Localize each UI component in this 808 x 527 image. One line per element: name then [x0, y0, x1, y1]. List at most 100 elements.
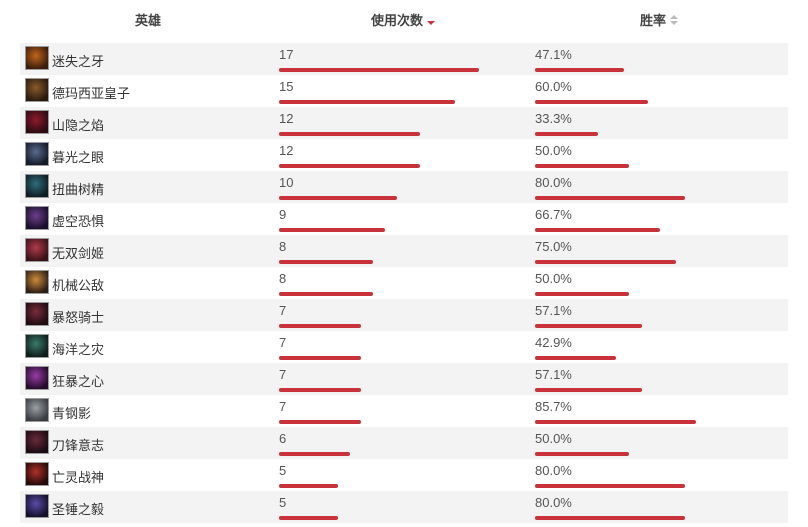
winrate-bar — [535, 420, 696, 424]
uses-value: 12 — [279, 143, 294, 158]
table-row[interactable]: 海洋之灾 7 42.9% — [20, 331, 788, 363]
champion-avatar-icon[interactable] — [25, 302, 49, 326]
header-winrate-sort[interactable]: 胜率 — [640, 10, 679, 29]
winrate-bar — [535, 452, 629, 456]
champion-avatar-icon[interactable] — [25, 238, 49, 262]
winrate-value: 80.0% — [535, 495, 572, 510]
champion-avatar-icon[interactable] — [25, 46, 49, 70]
winrate-value: 50.0% — [535, 271, 572, 286]
header-hero-label: 英雄 — [135, 13, 162, 28]
uses-bar — [279, 260, 373, 264]
champion-avatar-icon[interactable] — [25, 206, 49, 230]
table-row[interactable]: 圣锤之毅 5 80.0% — [20, 491, 788, 523]
champion-avatar-icon[interactable] — [25, 494, 49, 518]
champion-name[interactable]: 亡灵战神 — [52, 470, 105, 485]
uses-value: 7 — [279, 367, 287, 382]
winrate-bar — [535, 164, 629, 168]
uses-value: 6 — [279, 431, 287, 446]
uses-value: 8 — [279, 271, 287, 286]
winrate-bar — [535, 100, 648, 104]
winrate-bar — [535, 260, 676, 264]
champion-name[interactable]: 暮光之眼 — [52, 150, 105, 165]
uses-bar — [279, 292, 373, 296]
winrate-bar — [535, 68, 624, 72]
uses-bar — [279, 132, 420, 136]
uses-value: 17 — [279, 47, 294, 62]
table-row[interactable]: 德玛西亚皇子 15 60.0% — [20, 75, 788, 107]
champion-name[interactable]: 暴怒骑士 — [52, 310, 105, 325]
champion-name[interactable]: 德玛西亚皇子 — [52, 86, 131, 101]
champion-stats-table: 英雄 使用次数 胜率 迷失之牙 17 47.1% 德玛西亚皇子 15 60.0% 山隐之焰 1… — [20, 0, 788, 523]
winrate-value: 75.0% — [535, 239, 572, 254]
winrate-bar — [535, 196, 685, 200]
champion-avatar-icon[interactable] — [25, 366, 49, 390]
champion-avatar-icon[interactable] — [25, 398, 49, 422]
table-body: 迷失之牙 17 47.1% 德玛西亚皇子 15 60.0% 山隐之焰 12 33.3% 暮光之眼 1… — [20, 43, 788, 523]
table-row[interactable]: 无双剑姬 8 75.0% — [20, 235, 788, 267]
table-row[interactable]: 暴怒骑士 7 57.1% — [20, 299, 788, 331]
uses-bar — [279, 196, 397, 200]
uses-value: 5 — [279, 463, 287, 478]
uses-bar — [279, 452, 350, 456]
champion-name[interactable]: 狂暴之心 — [52, 374, 105, 389]
winrate-value: 33.3% — [535, 111, 572, 126]
uses-value: 8 — [279, 239, 287, 254]
header-hero: 英雄 — [135, 10, 161, 29]
winrate-value: 57.1% — [535, 303, 572, 318]
winrate-value: 85.7% — [535, 399, 572, 414]
champion-name[interactable]: 迷失之牙 — [52, 54, 105, 69]
uses-value: 15 — [279, 79, 294, 94]
table-row[interactable]: 机械公敌 8 50.0% — [20, 267, 788, 299]
table-row[interactable]: 虚空恐惧 9 66.7% — [20, 203, 788, 235]
champion-name[interactable]: 虚空恐惧 — [52, 214, 105, 229]
uses-value: 7 — [279, 335, 287, 350]
uses-bar — [279, 420, 361, 424]
table-row[interactable]: 扭曲树精 10 80.0% — [20, 171, 788, 203]
table-row[interactable]: 狂暴之心 7 57.1% — [20, 363, 788, 395]
uses-bar — [279, 356, 361, 360]
uses-bar — [279, 228, 385, 232]
table-row[interactable]: 亡灵战神 5 80.0% — [20, 459, 788, 491]
table-row[interactable]: 青钢影 7 85.7% — [20, 395, 788, 427]
winrate-bar — [535, 228, 660, 232]
champion-name[interactable]: 扭曲树精 — [52, 182, 105, 197]
header-uses-label: 使用次数 — [371, 13, 424, 28]
uses-value: 10 — [279, 175, 294, 190]
uses-value: 9 — [279, 207, 287, 222]
sort-icon — [670, 14, 679, 26]
table-row[interactable]: 迷失之牙 17 47.1% — [20, 43, 788, 75]
champion-name[interactable]: 机械公敌 — [52, 278, 105, 293]
table-row[interactable]: 刀锋意志 6 50.0% — [20, 427, 788, 459]
winrate-bar — [535, 516, 685, 520]
winrate-value: 57.1% — [535, 367, 572, 382]
champion-avatar-icon[interactable] — [25, 174, 49, 198]
champion-avatar-icon[interactable] — [25, 142, 49, 166]
uses-bar — [279, 388, 361, 392]
uses-bar — [279, 324, 361, 328]
winrate-value: 42.9% — [535, 335, 572, 350]
header-uses-sort[interactable]: 使用次数 — [371, 10, 436, 29]
winrate-value: 47.1% — [535, 47, 572, 62]
champion-avatar-icon[interactable] — [25, 462, 49, 486]
table-row[interactable]: 山隐之焰 12 33.3% — [20, 107, 788, 139]
champion-avatar-icon[interactable] — [25, 110, 49, 134]
champion-avatar-icon[interactable] — [25, 334, 49, 358]
header-winrate-label: 胜率 — [640, 13, 667, 28]
champion-name[interactable]: 无双剑姬 — [52, 246, 105, 261]
champion-name[interactable]: 青钢影 — [52, 406, 92, 421]
table-row[interactable]: 暮光之眼 12 50.0% — [20, 139, 788, 171]
champion-avatar-icon[interactable] — [25, 430, 49, 454]
champion-name[interactable]: 刀锋意志 — [52, 438, 105, 453]
champion-name[interactable]: 圣锤之毅 — [52, 502, 105, 517]
champion-name[interactable]: 海洋之灾 — [52, 342, 105, 357]
winrate-bar — [535, 484, 685, 488]
champion-avatar-icon[interactable] — [25, 78, 49, 102]
winrate-value: 50.0% — [535, 431, 572, 446]
winrate-bar — [535, 388, 642, 392]
winrate-bar — [535, 292, 629, 296]
champion-avatar-icon[interactable] — [25, 270, 49, 294]
winrate-value: 60.0% — [535, 79, 572, 94]
uses-bar — [279, 516, 338, 520]
champion-name[interactable]: 山隐之焰 — [52, 118, 105, 133]
winrate-value: 80.0% — [535, 463, 572, 478]
